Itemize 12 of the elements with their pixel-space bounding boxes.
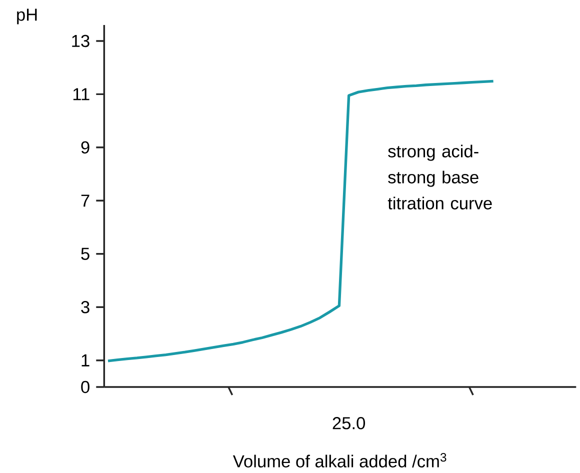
y-tick-label: 11 [73,88,90,100]
y-tick-label: 5 [81,248,90,260]
x-axis-title: Volume of alkali added /cm$^{3}$ [232,453,446,468]
y-tick-label: 1 [82,354,90,366]
y-axis-title: pH [17,8,37,24]
y-tick-label: 13 [72,34,90,48]
y-tick-label: 0 [81,380,90,394]
y-tick-label: 3 [81,300,90,314]
annotation: strong acid-strong base titration curve [388,144,492,210]
y-tick-label: 7 [81,194,90,207]
y-tick-label: 9 [81,141,90,154]
x-tick-label: 25.0 [332,417,366,430]
